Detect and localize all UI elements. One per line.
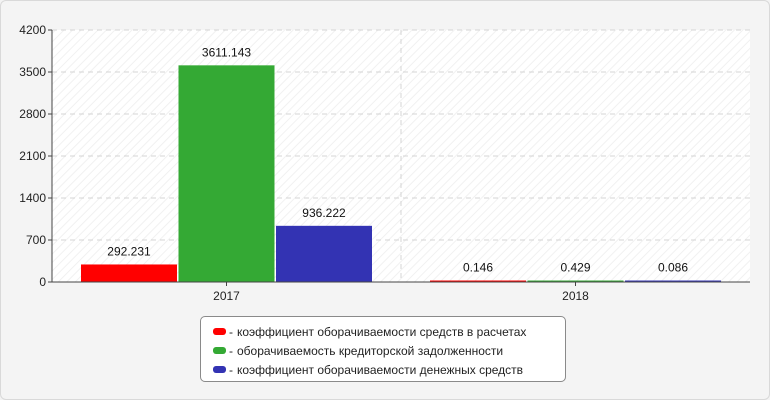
y-tick-label: 3500 xyxy=(19,65,46,79)
bar xyxy=(81,264,177,282)
y-tick-label: 0 xyxy=(39,275,46,289)
data-labels: 292.231 3611.143 936.222 0.146 0.429 0.086 xyxy=(107,45,688,274)
legend: - коэффициент оборачиваемости средств в … xyxy=(200,316,566,382)
legend-item-cash-turnover: - коэффициент оборачиваемости денежных с… xyxy=(201,360,565,379)
axes: 0 700 1400 2100 2800 3500 4200 2017 2018 xyxy=(19,23,750,303)
bar xyxy=(625,280,721,282)
y-tick-label: 2100 xyxy=(19,149,46,163)
x-tick-label: 2017 xyxy=(213,289,240,303)
data-label: 3611.143 xyxy=(202,45,251,59)
grid-lines xyxy=(52,29,750,282)
bars xyxy=(81,65,721,282)
legend-swatch-blue xyxy=(213,366,226,373)
legend-label: коэффициент оборачиваемости средств в ра… xyxy=(237,324,527,339)
legend-label: коэффициент оборачиваемости денежных сре… xyxy=(237,362,524,377)
data-label: 0.086 xyxy=(658,261,688,275)
legend-dash: - xyxy=(229,362,233,377)
legend-dash: - xyxy=(229,343,233,358)
y-tick-label: 2800 xyxy=(19,107,46,121)
y-tick-label: 1400 xyxy=(19,191,46,205)
legend-dash: - xyxy=(229,324,233,339)
bar xyxy=(178,65,275,282)
data-label: 0.146 xyxy=(463,261,493,275)
data-label: 936.222 xyxy=(302,206,346,220)
legend-item-payables-turnover: - оборачиваемость кредиторской задолженн… xyxy=(201,341,565,360)
legend-swatch-green xyxy=(213,347,226,354)
legend-label: оборачиваемость кредиторской задолженнос… xyxy=(237,343,504,358)
y-tick-label: 700 xyxy=(26,233,46,247)
bar xyxy=(276,225,372,282)
bar xyxy=(527,280,624,282)
x-tick-label: 2018 xyxy=(562,289,589,303)
y-tick-label: 4200 xyxy=(19,23,46,37)
legend-item-receivables-turnover: - коэффициент оборачиваемости средств в … xyxy=(201,322,565,341)
data-label: 292.231 xyxy=(107,244,151,258)
bar xyxy=(430,280,526,282)
legend-swatch-red xyxy=(213,328,226,335)
data-label: 0.429 xyxy=(560,261,590,275)
